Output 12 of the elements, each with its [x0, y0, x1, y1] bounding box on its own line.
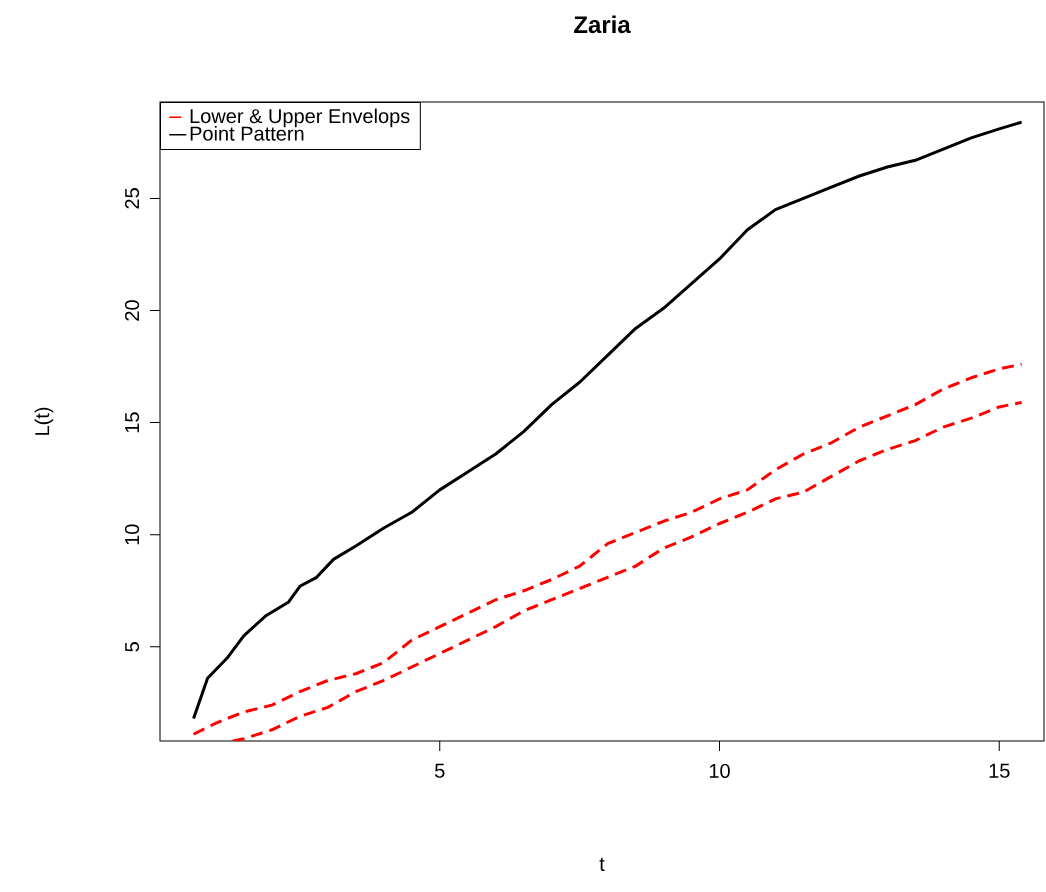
- y-tick-label: 20: [124, 300, 140, 321]
- y-axis-title: L(t): [34, 407, 54, 435]
- y-tick-label: 25: [124, 188, 140, 209]
- x-tick-label: 10: [709, 763, 730, 779]
- y-tick-label: 10: [124, 524, 140, 545]
- y-tick-label: 5: [125, 642, 140, 652]
- y-tick-label: 15: [125, 412, 140, 433]
- chart-title: Zaria: [574, 15, 631, 34]
- x-tick-label: 15: [989, 763, 1010, 778]
- x-tick-label: 5: [434, 763, 445, 778]
- legend-label: Point Pattern: [190, 125, 304, 141]
- x-axis-title: t: [599, 857, 605, 871]
